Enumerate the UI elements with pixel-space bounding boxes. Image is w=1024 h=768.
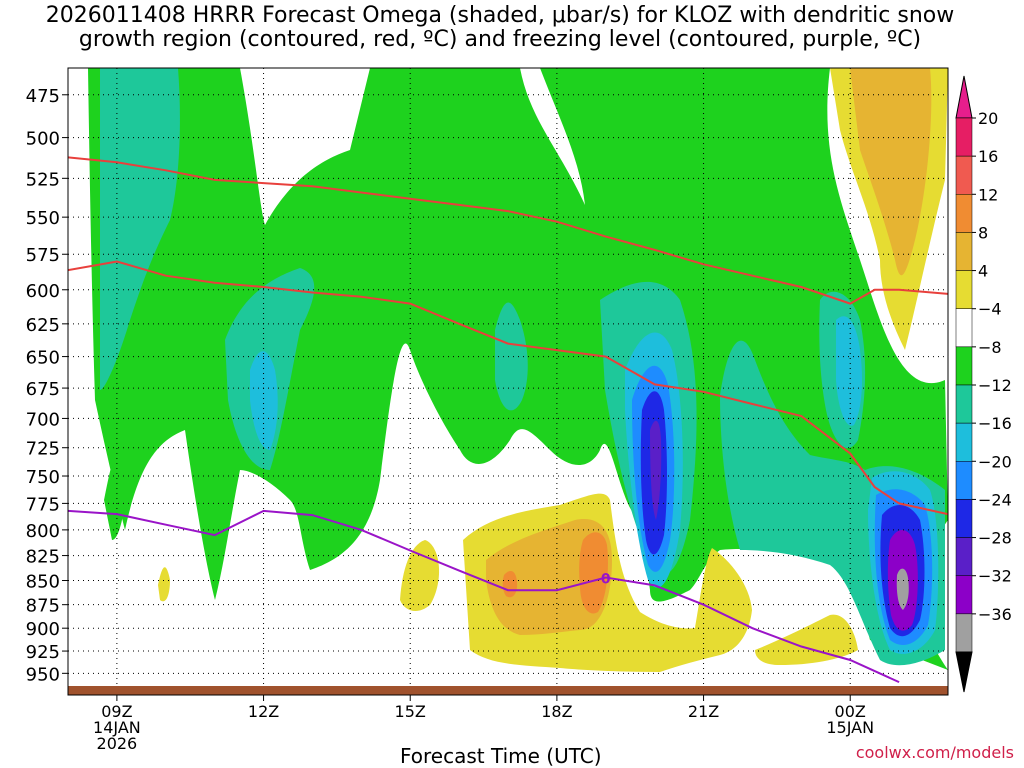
credit-text: coolwx.com/models: [855, 743, 1014, 762]
colorbar-label: 8: [978, 223, 988, 242]
colorbar-label: 16: [978, 147, 998, 166]
colorbar-label: 4: [978, 262, 988, 281]
omega-region-plus8: [850, 68, 932, 276]
colorbar-swatch: [955, 384, 973, 424]
contour-line: [68, 156, 948, 305]
y-tick-label: 575: [26, 245, 60, 266]
grid: [68, 68, 948, 695]
colorbar-swatch: [955, 155, 973, 195]
colorbar-swatch: [955, 232, 973, 271]
y-tick-label: 950: [26, 664, 60, 685]
colorbar-label: −24: [978, 490, 1012, 509]
x-tick-label: 14JAN: [93, 718, 141, 737]
omega-region-plus4: [158, 567, 170, 602]
y-tick-label: 500: [26, 129, 60, 150]
title-line-1: 2026011408 HRRR Forecast Omega (shaded, …: [45, 3, 955, 28]
colorbar-swatch: [955, 575, 973, 615]
colorbar-label: −4: [978, 300, 1002, 319]
y-tick-label: 675: [26, 379, 60, 400]
omega-region-minus16: [836, 316, 862, 426]
contour-label: 0: [601, 572, 611, 588]
y-tick-label: 525: [26, 169, 60, 190]
y-tick-label: 750: [26, 467, 60, 488]
omega-region-minus36: [896, 568, 909, 610]
colorbar-label: −12: [978, 376, 1012, 395]
terrain-strip: [68, 686, 948, 695]
contour-line: [68, 260, 948, 516]
colorbar-label: 20: [978, 109, 998, 128]
x-tick-label: 09Z: [101, 702, 132, 721]
x-tick-label: 2026: [97, 734, 138, 753]
colorbar-swatch: [955, 270, 973, 309]
y-tick-label: 875: [26, 596, 60, 617]
colorbar-label: −28: [978, 529, 1012, 548]
y-tick-label: 600: [26, 281, 60, 302]
omega-region-minus12: [100, 68, 180, 390]
y-tick-label: 850: [26, 571, 60, 592]
y-tick-label: 800: [26, 521, 60, 542]
x-tick-label: 15JAN: [826, 718, 874, 737]
y-tick-label: 725: [26, 439, 60, 460]
contour-line: [68, 509, 900, 684]
title-line-2: growth region (contoured, red, ºC) and f…: [78, 27, 922, 52]
chart-title: 2026011408 HRRR Forecast Omega (shaded, …: [0, 4, 1000, 52]
colorbar-swatch: [955, 308, 973, 348]
x-tick-label: 21Z: [688, 702, 719, 721]
y-tick-label: 925: [26, 642, 60, 663]
x-axis-label: Forecast Time (UTC): [400, 744, 602, 768]
omega-region-plus4: [755, 614, 858, 665]
omega-region-plus12: [579, 532, 608, 614]
colorbar-swatch: [955, 117, 973, 157]
y-tick-label: 900: [26, 619, 60, 640]
colorbar-swatch: [955, 461, 973, 500]
colorbar-swatch: [955, 346, 973, 386]
omega-region-plus12: [502, 570, 518, 598]
colorbar-label: −36: [978, 605, 1012, 624]
y-tick-label: 775: [26, 494, 60, 515]
colorbar-label: −8: [978, 338, 1002, 357]
omega-region-plus8: [486, 519, 612, 635]
y-tick-label: 650: [26, 348, 60, 369]
x-tick-label: 00Z: [835, 702, 866, 721]
x-tick-label: 12Z: [248, 702, 279, 721]
x-tick-label: 15Z: [395, 702, 426, 721]
y-tick-label: 550: [26, 208, 60, 229]
colorbar-swatch: [955, 499, 973, 538]
omega-region-minus8: [104, 449, 128, 540]
plot-frame: [67, 67, 949, 696]
y-tick-label: 700: [26, 409, 60, 430]
colorbar-top-arrow: [955, 75, 973, 119]
freezing-level-contours: 0: [68, 509, 900, 684]
colorbar-label: −32: [978, 567, 1012, 586]
omega-region-minus16: [250, 351, 278, 450]
omega-region-minus12: [495, 302, 528, 411]
y-axis: 475 500 525 550 575 600 625 650 675 700 725 750 775 8…: [26, 86, 68, 685]
y-tick-label: 475: [26, 86, 60, 107]
colorbar-swatch: [955, 194, 973, 233]
colorbar-swatch: [955, 422, 973, 462]
colorbar-bottom-arrow: [955, 651, 973, 693]
omega-region-minus28: [650, 420, 662, 520]
colorbar-swatch: [955, 537, 973, 576]
x-tick-label: 18Z: [541, 702, 572, 721]
colorbar-label: −16: [978, 414, 1012, 433]
dgz-contours: [68, 156, 948, 516]
omega-shaded-field: [88, 68, 948, 672]
y-tick-label: 825: [26, 547, 60, 568]
colorbar-label: −20: [978, 452, 1012, 471]
colorbar-swatch: [955, 613, 973, 653]
colorbar: 20 16 12 8 4 −4 −8 −12 −16 −20 −24 −28 −32 −36: [955, 75, 1012, 693]
colorbar-label: 12: [978, 185, 998, 204]
y-tick-label: 625: [26, 315, 60, 336]
